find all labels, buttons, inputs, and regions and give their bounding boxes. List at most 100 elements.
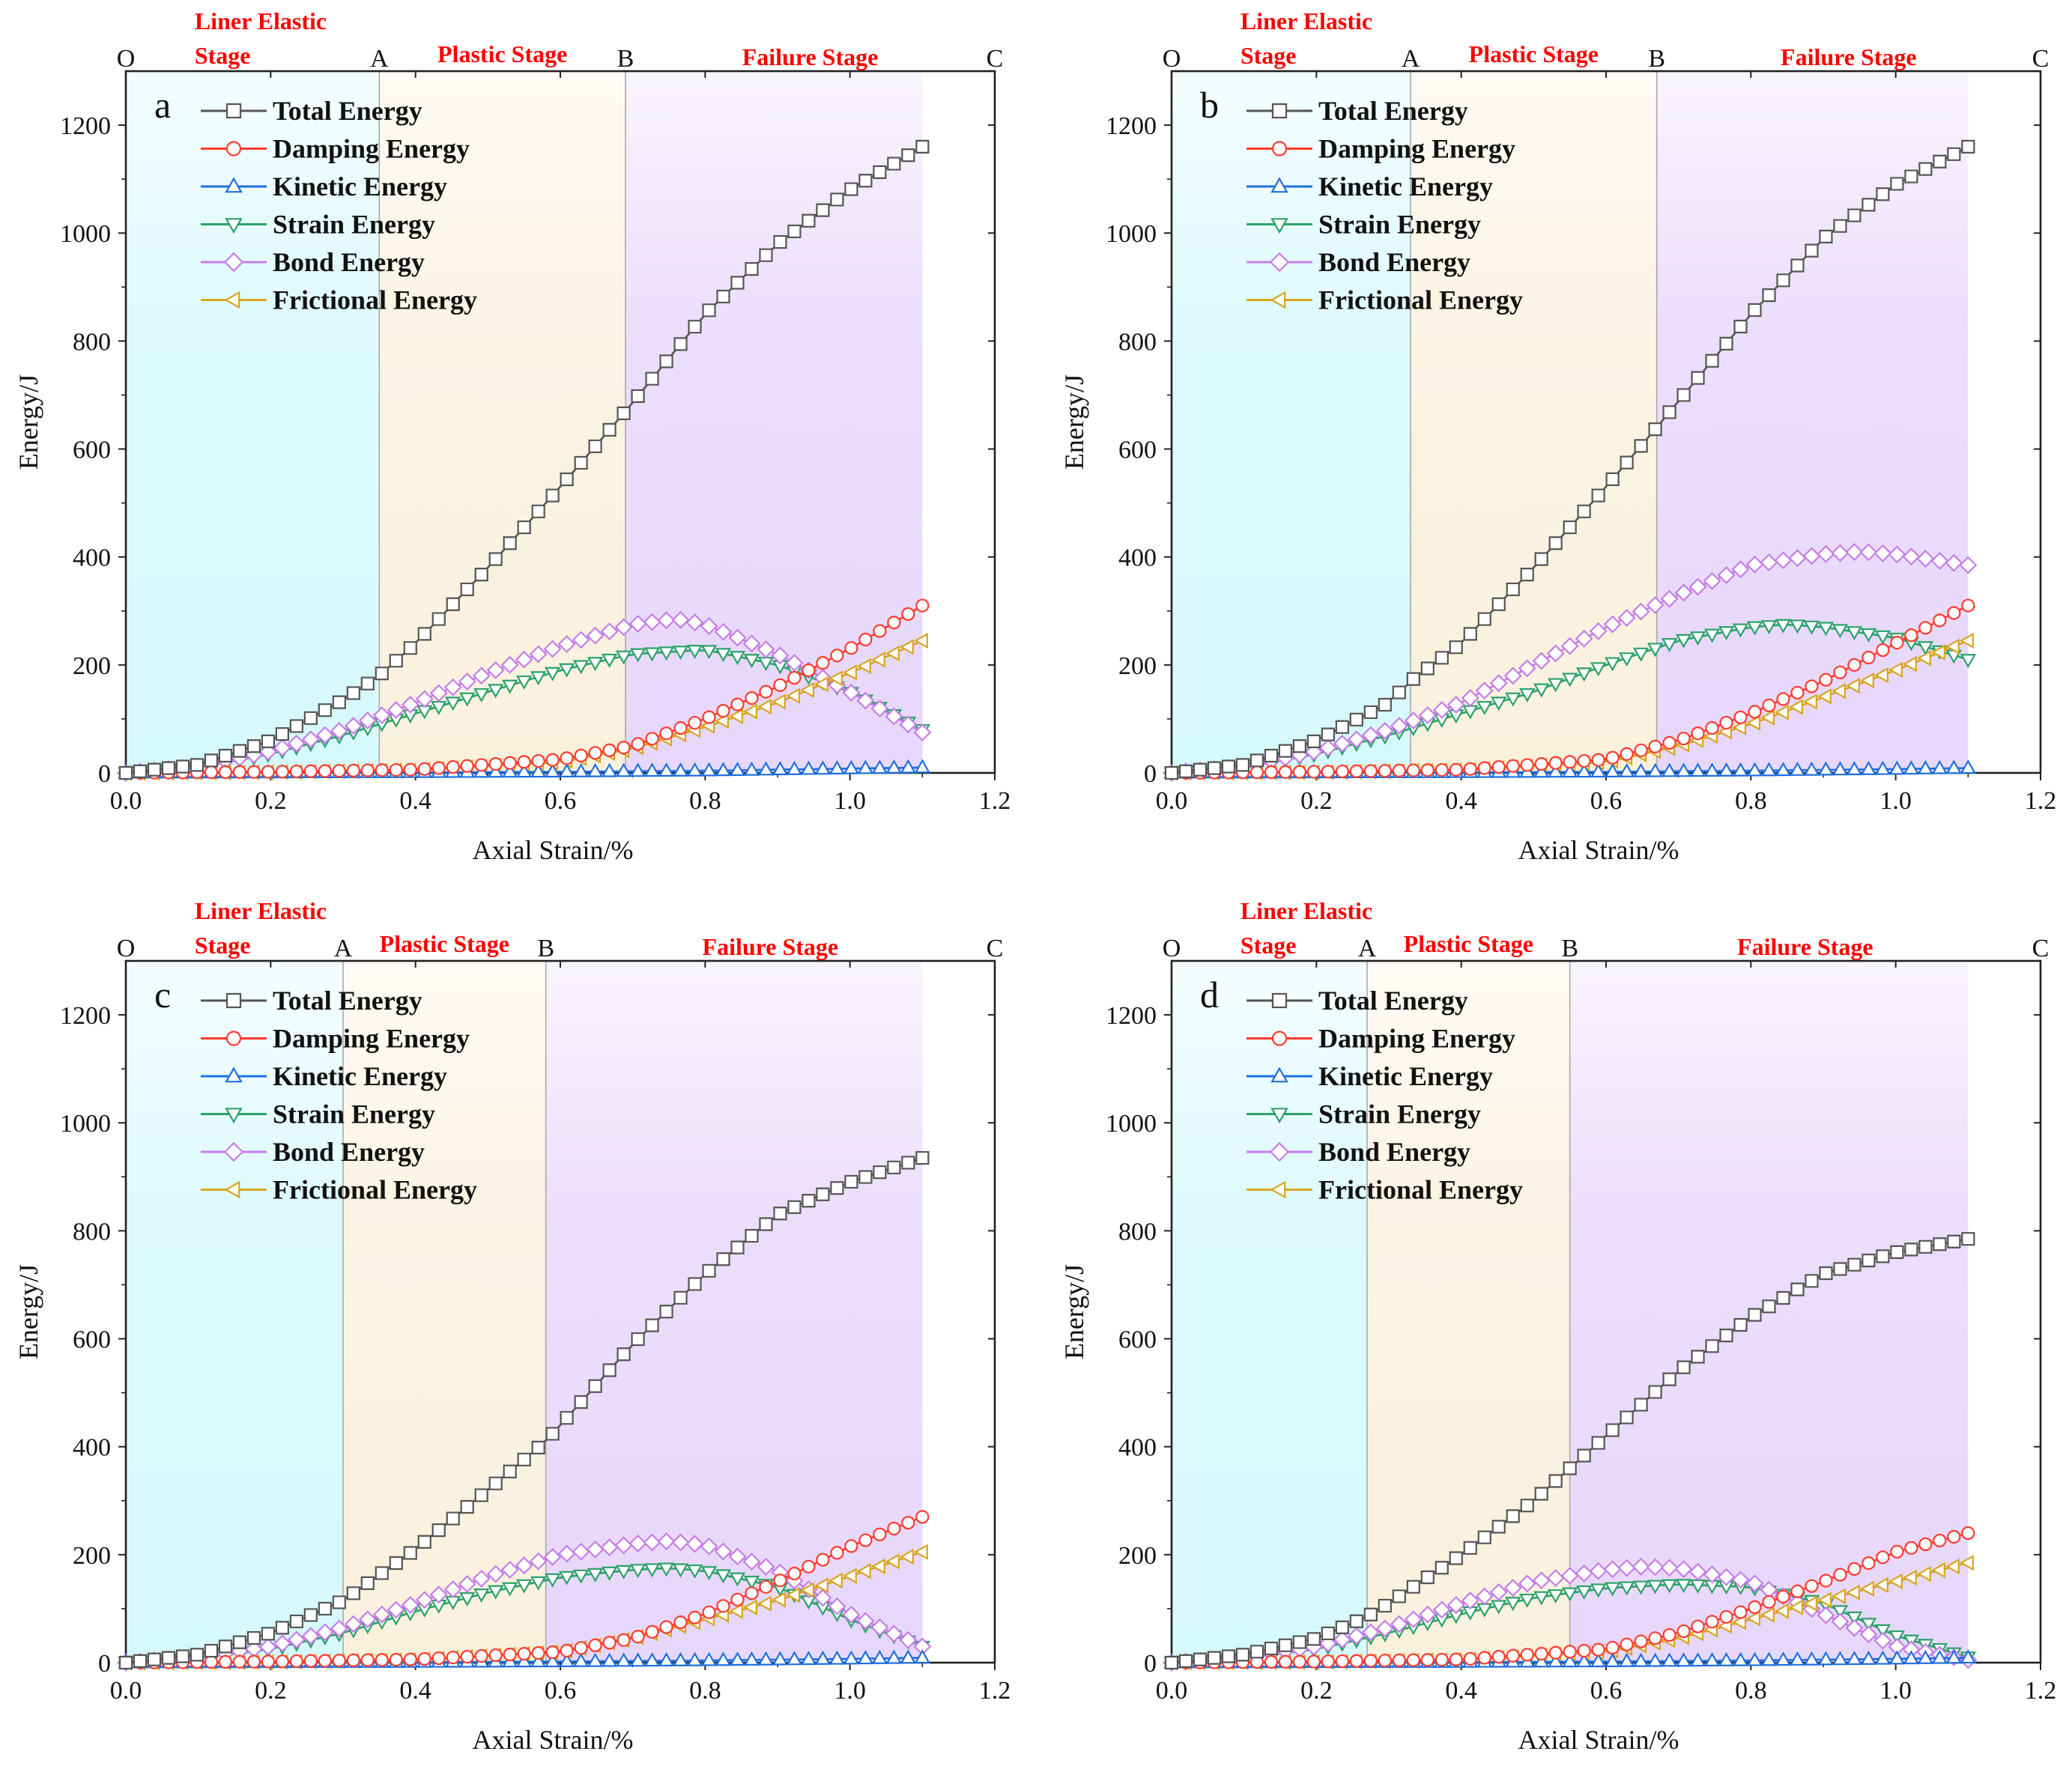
data-point	[1475, 1587, 1494, 1606]
data-point	[814, 1589, 832, 1607]
data-point	[1832, 1588, 1846, 1604]
data-point	[588, 439, 602, 454]
data-point	[1805, 243, 1819, 258]
data-point	[1506, 1648, 1520, 1663]
data-point	[915, 139, 930, 154]
data-point	[787, 670, 802, 685]
data-point	[1575, 1653, 1593, 1668]
data-point	[1961, 139, 1975, 154]
data-point	[1817, 1651, 1835, 1666]
data-point	[728, 1547, 747, 1566]
data-point	[545, 1645, 560, 1660]
data-point	[303, 764, 318, 778]
data-point	[1703, 628, 1721, 643]
data-point	[346, 686, 360, 700]
data-point	[602, 1636, 617, 1650]
legend-item: Total Energy	[1246, 986, 1468, 1016]
series-bond-energy	[1163, 543, 1978, 782]
data-point	[700, 1537, 718, 1556]
x-tick-label: 0.4	[1445, 1677, 1477, 1705]
data-point	[614, 618, 633, 637]
y-tick-label: 0	[1144, 760, 1157, 788]
data-point	[1817, 761, 1835, 776]
data-point	[204, 1655, 219, 1669]
data-point	[1589, 622, 1608, 640]
data-point	[1661, 762, 1678, 777]
data-point	[318, 764, 332, 778]
data-point	[1876, 187, 1890, 201]
data-point	[417, 762, 431, 776]
data-point	[246, 1654, 261, 1669]
data-point	[700, 762, 718, 777]
data-point	[602, 1363, 617, 1377]
legend-marker	[1271, 992, 1288, 1009]
data-point	[1675, 1652, 1692, 1667]
data-point	[1660, 1559, 1679, 1577]
data-point	[261, 765, 275, 779]
y-tick-label: 600	[1118, 437, 1157, 464]
data-point	[1491, 597, 1506, 611]
legend-item: Strain Energy	[201, 1099, 435, 1129]
data-point	[1933, 1533, 1947, 1548]
data-point	[629, 1564, 646, 1579]
data-point	[1648, 739, 1662, 753]
data-point	[1918, 162, 1933, 176]
failure-stage-label: Failure Stage	[1781, 43, 1917, 70]
data-point	[1862, 1556, 1876, 1571]
legend-item: Frictional Energy	[1246, 1175, 1523, 1205]
data-point	[1832, 1651, 1849, 1666]
data-point	[557, 635, 576, 654]
data-point	[1361, 726, 1380, 744]
data-point	[389, 654, 403, 668]
x-tick-label: 1.0	[1879, 1677, 1912, 1705]
data-point	[1506, 582, 1520, 597]
data-point	[1577, 1448, 1591, 1463]
data-point	[1306, 765, 1321, 779]
stage-point-O: O	[117, 45, 136, 73]
panel-label: a	[154, 84, 171, 126]
data-point	[1789, 699, 1803, 715]
data-point	[759, 685, 773, 699]
legend-marker	[1271, 1031, 1288, 1046]
data-point	[1461, 689, 1479, 707]
data-point	[1604, 763, 1621, 777]
data-point	[1278, 765, 1293, 779]
data-point	[743, 761, 760, 776]
data-point	[1546, 644, 1565, 663]
data-point	[1463, 762, 1477, 776]
data-point	[1661, 637, 1678, 652]
data-point	[1746, 621, 1763, 636]
data-point	[1249, 753, 1264, 768]
data-point	[1620, 1637, 1634, 1651]
data-point	[289, 1614, 303, 1629]
y-tick-label: 1200	[1106, 112, 1157, 140]
data-point	[1845, 677, 1860, 694]
data-point	[614, 1536, 633, 1555]
data-point	[1534, 1646, 1548, 1661]
failure-stage-label: Failure Stage	[742, 43, 879, 70]
data-point	[772, 761, 789, 776]
legend-label: Frictional Energy	[273, 1175, 477, 1205]
data-point	[1860, 1650, 1877, 1665]
data-point	[757, 1595, 772, 1612]
failure-stage-label: Failure Stage	[1737, 933, 1873, 960]
data-point	[332, 1595, 346, 1609]
data-point	[786, 760, 803, 775]
data-point	[745, 262, 759, 276]
x-tick-label: 0.2	[255, 787, 287, 815]
data-point	[318, 1654, 332, 1668]
data-point	[913, 1544, 928, 1560]
data-point	[844, 1174, 858, 1189]
data-point	[814, 1577, 829, 1594]
data-point	[1890, 636, 1904, 650]
legend-item: Bond Energy	[201, 1137, 425, 1167]
data-point	[1902, 1569, 1917, 1586]
data-point	[856, 658, 871, 675]
legend-label: Kinetic Energy	[273, 172, 447, 201]
data-point	[1463, 1651, 1477, 1666]
data-point	[1560, 1567, 1579, 1585]
data-point	[1774, 551, 1793, 570]
data-point	[901, 1156, 915, 1170]
data-point	[261, 734, 275, 749]
stage-point-O: O	[1163, 45, 1181, 73]
